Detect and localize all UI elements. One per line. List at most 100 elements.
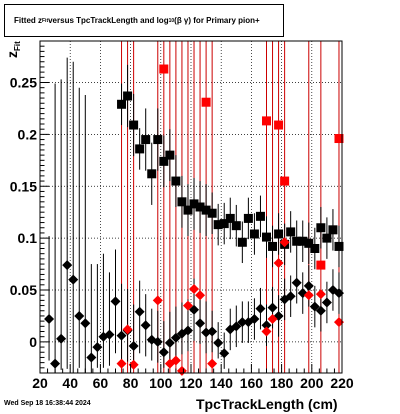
diamond-marker (279, 237, 290, 248)
square-marker (225, 213, 235, 223)
square-marker (129, 120, 139, 130)
diamond-marker (333, 288, 344, 299)
y-tick-label: 0.15 (10, 178, 37, 194)
diamond-marker (170, 332, 181, 343)
title-subscript-2: 10 (168, 17, 175, 24)
diamond-marker (273, 258, 284, 269)
diamond-marker (128, 359, 139, 370)
diamond-marker (201, 327, 212, 338)
diamond-marker (170, 355, 181, 366)
diamond-marker (195, 290, 206, 301)
diamond-marker (267, 302, 278, 313)
square-marker (201, 205, 211, 215)
diamond-marker (164, 337, 175, 348)
diamond-marker (182, 300, 193, 311)
square-marker (298, 236, 308, 246)
diamond-marker (86, 352, 97, 363)
square-marker (262, 116, 271, 126)
diamond-marker (321, 297, 332, 308)
diamond-marker (62, 260, 73, 271)
square-marker (249, 229, 259, 239)
x-tick-label: 200 (300, 375, 324, 391)
diamond-marker (158, 347, 169, 358)
timestamp-footer: Wed Sep 18 16:38:44 2024 (4, 400, 91, 407)
diamond-marker (315, 289, 326, 300)
diamond-marker (207, 358, 218, 369)
diamond-marker (182, 325, 193, 336)
square-marker (268, 241, 278, 251)
x-tick-label: 160 (240, 375, 264, 391)
square-marker (310, 244, 320, 253)
y-tick-label: 0.25 (10, 75, 37, 91)
x-tick-label: 40 (62, 375, 78, 391)
diamond-marker (219, 348, 230, 359)
y-tick-label: 0 (29, 334, 37, 350)
title-middle: versus TpcTrackLength and log (48, 16, 169, 25)
square-marker (159, 156, 169, 166)
diamond-marker (189, 283, 200, 294)
square-marker (334, 241, 344, 251)
x-tick-label: 100 (149, 375, 173, 391)
diamond-marker (92, 342, 103, 353)
diamond-marker (104, 329, 115, 340)
diamond-marker (195, 318, 206, 329)
diamond-marker (110, 296, 121, 307)
y-axis-label: zFit (4, 41, 22, 58)
axis-ticks (39, 40, 343, 374)
diamond-marker (309, 301, 320, 312)
square-marker (201, 97, 211, 107)
diamond-marker (56, 333, 67, 344)
title-subscript: Fit (42, 17, 49, 24)
diamond-marker (80, 318, 91, 329)
diamond-marker (231, 321, 242, 332)
square-marker (171, 176, 181, 186)
square-marker (274, 120, 284, 130)
square-marker (147, 169, 157, 179)
diamond-marker (213, 337, 224, 348)
square-marker (243, 213, 253, 223)
diamond-marker (152, 295, 163, 306)
square-marker (316, 260, 326, 270)
square-marker (304, 238, 314, 248)
diamond-marker (68, 274, 79, 285)
diamond-marker (189, 304, 200, 315)
y-axis-label-sub: Fit (13, 41, 22, 51)
y-tick-label: 0.1 (18, 230, 38, 246)
diamond-marker (74, 310, 85, 321)
diamond-marker (285, 291, 296, 302)
diamond-marker (116, 330, 127, 341)
square-marker (135, 144, 145, 154)
x-tick-label: 80 (123, 375, 139, 391)
square-marker (292, 236, 302, 246)
square-marker (274, 229, 284, 239)
square-marker (322, 233, 332, 243)
diamond-marker (237, 317, 248, 328)
chart-title: Fitted z Fit versus TpcTrackLength and lo… (4, 4, 284, 37)
square-marker (316, 223, 326, 233)
diamond-marker (122, 324, 133, 335)
square-marker (207, 208, 217, 218)
square-marker (177, 197, 187, 207)
square-marker (328, 225, 338, 235)
square-marker (231, 221, 241, 231)
diamond-marker (261, 326, 272, 337)
diamond-marker (315, 305, 326, 316)
diamond-marker (134, 306, 145, 317)
square-marker (159, 64, 169, 74)
diamond-marker (152, 336, 163, 347)
diamond-marker (128, 341, 139, 352)
x-axis-label: TpcTrackLength (cm) (196, 396, 338, 412)
diamond-marker (116, 358, 127, 369)
x-tick-label: 180 (270, 375, 294, 391)
diamond-marker (207, 326, 218, 337)
diamond-marker (249, 314, 260, 325)
x-tick-label: 60 (93, 375, 109, 391)
y-tick-label: 0.05 (10, 282, 37, 298)
square-marker (286, 227, 296, 237)
diamond-marker (261, 320, 272, 331)
square-marker (334, 134, 344, 144)
data-markers (44, 64, 344, 376)
square-marker (262, 232, 271, 242)
title-suffix: (β γ) for Primary pion+ (174, 16, 260, 25)
